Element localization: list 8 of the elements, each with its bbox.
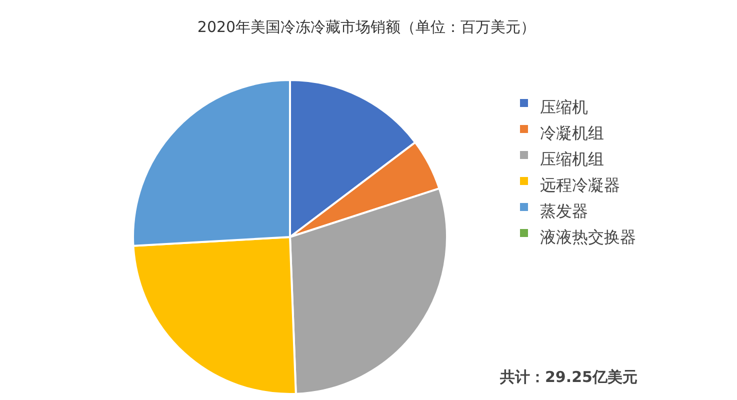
- legend-label: 蒸发器: [540, 201, 588, 220]
- legend-label: 远程冷凝器: [540, 175, 620, 194]
- legend-label: 液液热交换器: [540, 227, 636, 246]
- legend-label: 压缩机组: [540, 149, 604, 168]
- legend-label: 冷凝机组: [540, 123, 604, 142]
- chart-title: 2020年美国冷冻冷藏市场销额（单位：百万美元）: [197, 18, 536, 36]
- legend-label: 压缩机: [540, 97, 588, 116]
- text: 共计：29.25亿美元: [499, 368, 638, 386]
